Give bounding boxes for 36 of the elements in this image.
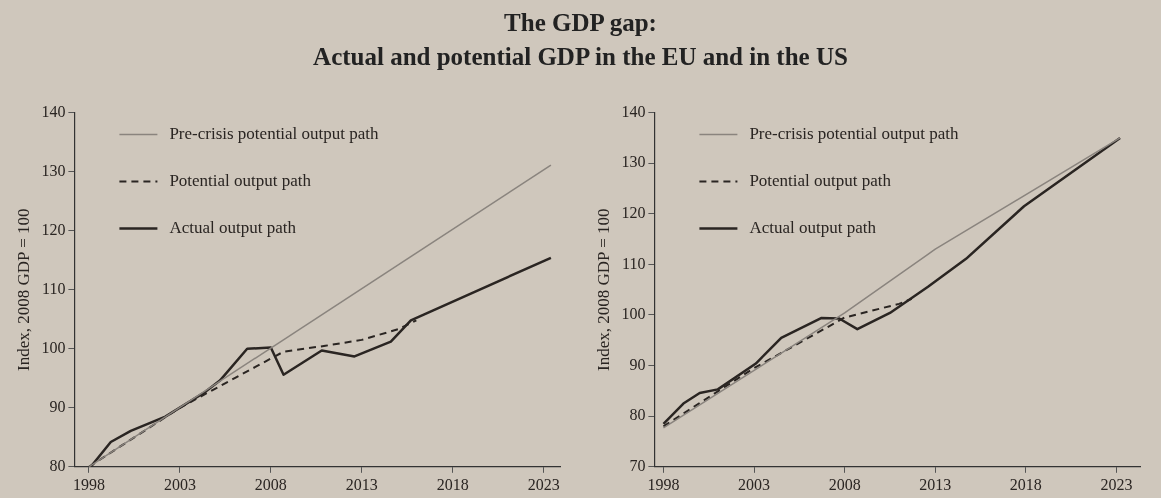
x-tick-label: 2023 [527,475,560,493]
x-tick-label: 2003 [738,475,771,493]
y-tick-label: 80 [629,406,646,424]
x-tick-label: 2008 [828,475,861,493]
x-tick-label: 2018 [1009,475,1042,493]
y-tick-label: 110 [621,254,646,272]
y-tick-label: 70 [629,457,646,474]
x-tick-label: 2013 [919,475,952,493]
y-tick-label: 100 [621,305,646,323]
legend-label: Actual output path [749,218,877,238]
y-tick-label: 110 [41,279,66,297]
x-tick-label: 2023 [1100,475,1133,493]
x-tick-label: 2008 [254,475,287,493]
x-tick-label: 2013 [345,475,378,493]
x-tick-label: 2018 [436,475,469,493]
y-tick-label: 80 [49,457,66,474]
y-tick-label: 120 [41,220,66,238]
legend-label: Pre-crisis potential output path [169,124,380,144]
legend-label: Potential output path [749,171,892,191]
chart-title: The GDP gap: Actual and potential GDP in the EU and in the US [312,8,849,72]
legend-label: Pre-crisis potential output path [749,124,960,144]
y-tick-label: 90 [49,397,66,415]
x-tick-label: 1998 [647,475,680,493]
y-tick-label: 140 [41,102,66,120]
y-tick-label: 90 [629,355,646,373]
y-tick-label: 130 [41,161,66,179]
x-tick-label: 1998 [72,475,105,493]
y-axis-title: Index, 2008 GDP = 100 [13,208,33,371]
y-tick-label: 140 [621,102,646,120]
legend-label: Actual output path [169,218,297,238]
y-tick-label: 100 [41,338,66,356]
y-tick-label: 120 [621,204,646,221]
legend-label: Potential output path [169,171,312,191]
y-tick-label: 130 [621,153,646,171]
y-axis-title: Index, 2008 GDP = 100 [593,208,613,371]
x-tick-label: 2003 [163,475,196,493]
